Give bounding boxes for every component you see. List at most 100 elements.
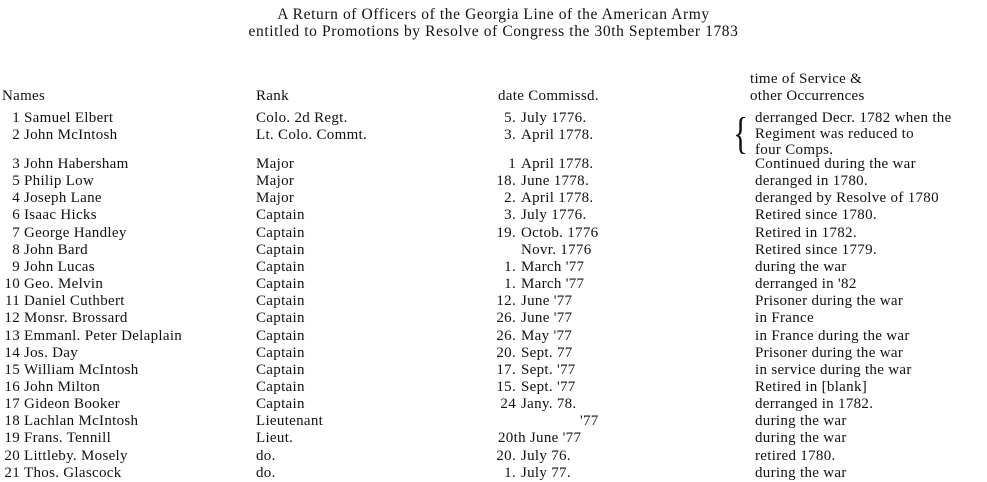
commission-date: June '77 — [521, 293, 573, 310]
row-number: 16 — [4, 378, 20, 395]
officer-name: Littleby. Mosely — [24, 447, 128, 464]
commission-date: July 1776. — [521, 110, 587, 126]
header-service-line-2: other Occurrences — [750, 88, 865, 104]
officer-name: Gideon Booker — [24, 396, 120, 413]
officer-rank: Captain — [256, 344, 305, 361]
commission-day: 3. — [504, 207, 516, 224]
commission-date: June '77 — [521, 310, 573, 327]
commission-date: Octob. 1776 — [521, 224, 599, 241]
commission-day: 17. — [496, 361, 516, 378]
row-number: 20 — [4, 447, 20, 464]
officer-rank: Captain — [256, 276, 305, 293]
service-note: deranged by Resolve of 1780 — [755, 190, 939, 207]
commission-date: July 1776. — [521, 207, 587, 224]
commission-day: 15. — [496, 378, 516, 395]
officer-rank: Lieut. — [256, 430, 294, 447]
row-number: 1 — [12, 110, 20, 126]
commission-day: 1 — [508, 156, 516, 172]
commission-date: '77 — [580, 413, 599, 430]
officer-rank: Captain — [256, 378, 305, 395]
service-note: in France — [755, 310, 814, 327]
officer-rank: do. — [256, 447, 276, 464]
commission-day: 26. — [496, 327, 516, 344]
officer-name: Joseph Lane — [24, 190, 102, 207]
commission-date: Sept. '77 — [521, 361, 576, 378]
service-note: Retired in 1782. — [755, 224, 857, 241]
officer-name: Geo. Melvin — [24, 276, 104, 293]
officer-rank: do. — [256, 464, 276, 481]
commission-date: May '77 — [521, 327, 573, 344]
document-title-line-2: entitled to Promotions by Resolve of Con… — [248, 23, 739, 40]
commission-date: June 1778. — [521, 173, 589, 190]
officer-rank: Lt. Colo. Commt. — [256, 127, 368, 143]
commission-day: 1. — [504, 276, 516, 293]
service-note: Retired in [blank] — [755, 378, 868, 395]
commission-date: Sept. 77 — [521, 344, 573, 361]
service-note: derranged in '82 — [755, 276, 857, 293]
row-number: 3 — [12, 156, 20, 172]
officer-rank: Captain — [256, 258, 305, 275]
commission-date: April 1778. — [521, 156, 594, 172]
service-note: retired 1780. — [755, 447, 836, 464]
commission-day: 20. — [496, 447, 516, 464]
officer-rank: Captain — [256, 207, 305, 224]
service-note: during the war — [755, 258, 847, 275]
row-number: 9 — [12, 258, 20, 275]
bracket-note-line: Regiment was reduced to — [755, 126, 914, 142]
commission-day: 20. — [496, 344, 516, 361]
row-number: 11 — [4, 293, 20, 310]
row-number: 18 — [4, 413, 20, 430]
row-number: 17 — [4, 396, 20, 413]
officer-rank: Major — [256, 173, 295, 190]
commission-day: 26. — [496, 310, 516, 327]
service-note: Retired since 1779. — [755, 241, 877, 258]
commission-day: 1. — [504, 464, 516, 481]
header-names: Names — [2, 88, 46, 104]
service-note: Prisoner during the war — [755, 344, 904, 361]
officer-name: Emmanl. Peter Delaplain — [24, 327, 183, 344]
service-note: Prisoner during the war — [755, 293, 904, 310]
commission-day: 12. — [496, 293, 516, 310]
officer-rank: Captain — [256, 224, 305, 241]
brace-icon: { — [733, 109, 749, 158]
row-number: 6 — [12, 207, 20, 224]
row-number: 14 — [4, 344, 20, 361]
commission-day: 5. — [504, 110, 516, 126]
document-title-line-1: A Return of Officers of the Georgia Line… — [277, 6, 710, 23]
officer-rank: Major — [256, 156, 295, 172]
commission-date: April 1778. — [521, 190, 594, 207]
commission-date: March '77 — [521, 258, 585, 275]
service-note: in France during the war — [755, 327, 910, 344]
row-number: 10 — [4, 276, 20, 293]
officer-rank: Lieutenant — [256, 413, 324, 430]
officer-name: William McIntosh — [24, 361, 139, 378]
commission-date: March '77 — [521, 276, 585, 293]
officer-name: Daniel Cuthbert — [24, 293, 125, 310]
row-number: 12 — [4, 310, 20, 327]
service-note: during the war — [755, 430, 847, 447]
officer-name: Monsr. Brossard — [24, 310, 128, 327]
row-number: 8 — [12, 241, 20, 258]
officer-name: Isaac Hicks — [24, 207, 97, 224]
officer-name: Thos. Glascock — [24, 464, 122, 481]
officer-name: John Lucas — [24, 258, 95, 275]
commission-date: July 77. — [521, 464, 571, 481]
officer-rank: Captain — [256, 327, 305, 344]
commission-date: 20th June '77 — [498, 430, 582, 447]
officer-rank: Captain — [256, 310, 305, 327]
service-note: during the war — [755, 464, 847, 481]
commission-day: 19. — [496, 224, 516, 241]
commission-date: Sept. '77 — [521, 378, 576, 395]
header-service-line-1: time of Service & — [750, 71, 863, 87]
row-number: 15 — [4, 361, 20, 378]
officer-name: John McIntosh — [24, 127, 118, 143]
service-note: deranged in 1780. — [755, 173, 868, 190]
officer-name: Philip Low — [24, 173, 95, 190]
commission-date: Novr. 1776 — [521, 241, 592, 258]
officer-name: Lachlan McIntosh — [24, 413, 139, 430]
service-note: derranged in 1782. — [755, 396, 874, 413]
officer-name: Jos. Day — [24, 344, 79, 361]
service-note: in service during the war — [755, 361, 912, 378]
row-number: 7 — [12, 224, 20, 241]
bracket-note-line: four Comps. — [755, 142, 834, 158]
